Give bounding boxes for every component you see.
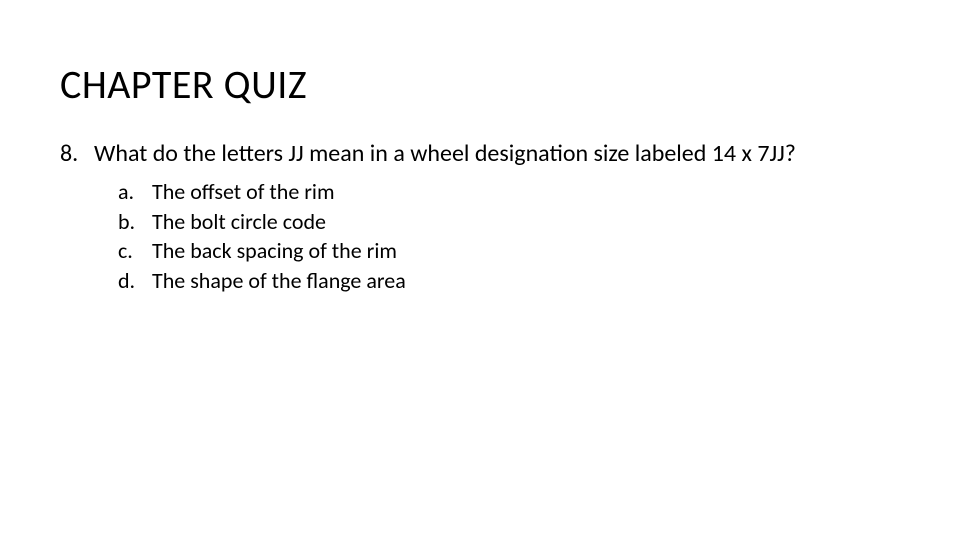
option-b: b. The bolt circle code [118, 207, 900, 237]
page-title: CHAPTER QUIZ [60, 60, 900, 109]
question-text: What do the letters JJ mean in a wheel d… [94, 139, 900, 169]
option-letter: a. [118, 177, 152, 207]
option-letter: b. [118, 207, 152, 237]
option-c: c. The back spacing of the rim [118, 236, 900, 266]
option-text: The back spacing of the rim [152, 236, 900, 266]
slide: CHAPTER QUIZ 8. What do the letters JJ m… [0, 0, 960, 540]
option-text: The shape of the flange area [152, 266, 900, 296]
option-letter: d. [118, 266, 152, 296]
options-list: a. The offset of the rim b. The bolt cir… [118, 177, 900, 296]
option-a: a. The offset of the rim [118, 177, 900, 207]
option-text: The bolt circle code [152, 207, 900, 237]
question-row: 8. What do the letters JJ mean in a whee… [60, 139, 900, 169]
question-number: 8. [60, 139, 94, 169]
option-text: The offset of the rim [152, 177, 900, 207]
option-letter: c. [118, 236, 152, 266]
option-d: d. The shape of the flange area [118, 266, 900, 296]
